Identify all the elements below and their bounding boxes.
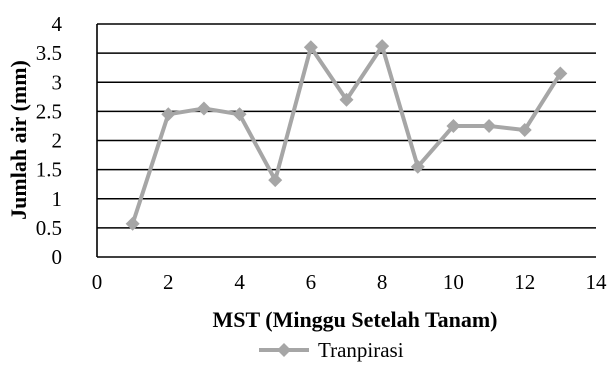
- x-tick-label: 12: [514, 270, 535, 294]
- x-tick-label: 14: [586, 270, 608, 294]
- data-point: [125, 216, 140, 231]
- data-point: [553, 66, 568, 81]
- y-tick-label: 0: [52, 245, 63, 269]
- data-point: [410, 159, 425, 174]
- series: [125, 39, 568, 231]
- y-tick-label: 0.5: [36, 216, 62, 240]
- data-point: [517, 123, 532, 138]
- axis-titles: MST (Minggu Setelah Tanam) Jumlah air (m…: [6, 60, 498, 332]
- legend: Tranpirasi: [259, 338, 404, 362]
- axes: [96, 24, 596, 258]
- y-tick-label: 1.5: [36, 158, 62, 182]
- data-point: [161, 107, 176, 122]
- x-tick-label: 10: [443, 270, 464, 294]
- x-tick-label: 8: [377, 270, 388, 294]
- y-axis-title: Jumlah air (mm): [6, 60, 31, 220]
- tick-labels: 0 0.5 1 1.5 2 2.5 3 3.5 4 0 2 4 6 8 10 12 14: [36, 12, 607, 294]
- y-tick-label: 1: [52, 187, 63, 211]
- y-tick-label: 3.5: [36, 41, 62, 65]
- legend-label: Tranpirasi: [318, 338, 404, 362]
- x-tick-label: 0: [92, 270, 103, 294]
- data-point: [339, 92, 354, 107]
- y-tick-label: 2: [52, 129, 63, 153]
- grid-lines: [97, 23, 596, 229]
- x-axis-title: MST (Minggu Setelah Tanam): [212, 307, 497, 332]
- data-point: [196, 101, 211, 116]
- y-tick-label: 4: [52, 12, 63, 36]
- x-tick-label: 2: [163, 270, 174, 294]
- y-tick-label: 2.5: [36, 99, 62, 123]
- data-point: [375, 39, 390, 54]
- legend-marker-diamond: [277, 343, 291, 357]
- x-tick-label: 4: [234, 270, 245, 294]
- series-line: [130, 44, 563, 225]
- data-point: [446, 118, 461, 133]
- data-point: [482, 118, 497, 133]
- data-point: [303, 40, 318, 55]
- x-tick-label: 6: [306, 270, 317, 294]
- data-point: [268, 173, 283, 188]
- data-point: [232, 107, 247, 122]
- y-tick-label: 3: [52, 70, 63, 94]
